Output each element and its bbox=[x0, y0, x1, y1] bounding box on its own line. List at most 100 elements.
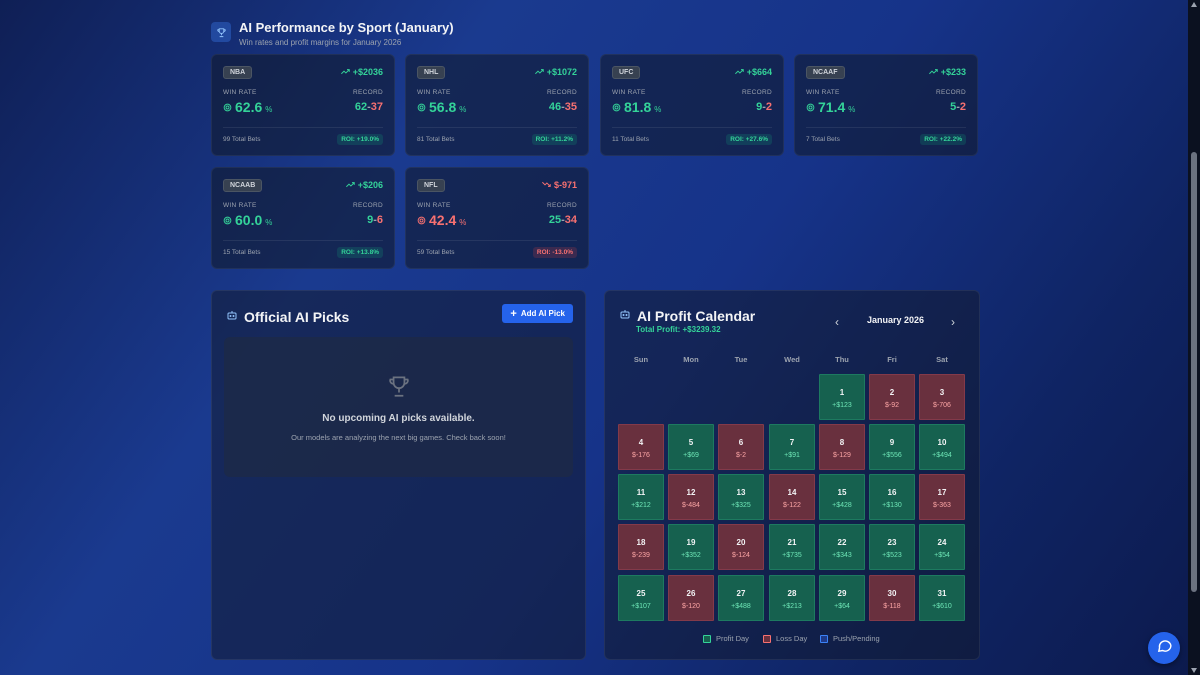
calendar-day[interactable]: 22 +$343 bbox=[819, 524, 865, 570]
calendar-day[interactable]: 8 $-129 bbox=[819, 424, 865, 470]
calendar-day[interactable]: 21 +$735 bbox=[769, 524, 815, 570]
roi-badge: ROI: +27.6% bbox=[726, 134, 772, 145]
day-profit: $-122 bbox=[783, 502, 801, 509]
day-number: 31 bbox=[937, 589, 947, 598]
calendar-day[interactable]: 29 +$64 bbox=[819, 575, 865, 621]
target-icon bbox=[417, 99, 426, 117]
calendar-day[interactable]: 9 +$556 bbox=[869, 424, 915, 470]
day-number: 14 bbox=[787, 488, 797, 497]
scroll-up-icon[interactable] bbox=[1191, 2, 1197, 7]
record-dash: - bbox=[762, 101, 766, 113]
day-profit: $-176 bbox=[632, 452, 650, 459]
record-wins: 46 bbox=[548, 101, 562, 113]
percent-sign: % bbox=[848, 105, 856, 114]
target-icon bbox=[223, 99, 232, 117]
day-number: 30 bbox=[887, 589, 897, 598]
sport-badge: NCAAB bbox=[223, 179, 263, 192]
calendar-day[interactable]: 5 +$69 bbox=[668, 424, 714, 470]
day-number: 28 bbox=[787, 589, 797, 598]
calendar-day[interactable]: 1 +$123 bbox=[819, 374, 865, 420]
roi-badge: ROI: +19.0% bbox=[337, 134, 383, 145]
plus-icon: + bbox=[510, 307, 517, 320]
record-label: RECORD bbox=[547, 89, 577, 96]
calendar-day[interactable]: 7 +$91 bbox=[769, 424, 815, 470]
calendar-day[interactable]: 14 $-122 bbox=[769, 474, 815, 520]
calendar-day[interactable]: 11 +$212 bbox=[618, 474, 664, 520]
sport-card-nba: NBA +$2036 WIN RATE RECORD 62.6% 62-37 99 Tota… bbox=[211, 54, 395, 156]
calendar-day[interactable]: 15 +$428 bbox=[819, 474, 865, 520]
day-profit: +$123 bbox=[832, 402, 852, 409]
scrollbar-thumb[interactable] bbox=[1191, 152, 1197, 592]
day-profit: +$325 bbox=[731, 502, 751, 509]
calendar-day[interactable]: 27 +$488 bbox=[718, 575, 764, 621]
add-ai-pick-label: Add AI Pick bbox=[520, 309, 565, 318]
calendar-day[interactable]: 28 +$213 bbox=[769, 575, 815, 621]
calendar-day[interactable]: 4 $-176 bbox=[618, 424, 664, 470]
sport-profit-value: +$233 bbox=[940, 67, 966, 77]
chat-button[interactable] bbox=[1148, 632, 1180, 664]
calendar-day[interactable]: 19 +$352 bbox=[668, 524, 714, 570]
calendar-day[interactable]: 3 $-706 bbox=[919, 374, 965, 420]
total-bets: 81 Total Bets bbox=[417, 136, 455, 143]
calendar-day[interactable]: 20 $-124 bbox=[718, 524, 764, 570]
day-number: 5 bbox=[688, 438, 694, 447]
calendar-day[interactable]: 30 $-118 bbox=[869, 575, 915, 621]
empty-trophy-icon bbox=[224, 373, 573, 404]
record-label: RECORD bbox=[742, 89, 772, 96]
prev-month-button[interactable]: ‹ bbox=[835, 315, 839, 329]
target-icon bbox=[806, 99, 815, 117]
calendar-day[interactable]: 2 $-92 bbox=[869, 374, 915, 420]
calendar-day[interactable]: 13 +$325 bbox=[718, 474, 764, 520]
calendar-day[interactable]: 31 +$610 bbox=[919, 575, 965, 621]
day-number: 13 bbox=[736, 488, 746, 497]
calendar-day[interactable]: 23 +$523 bbox=[869, 524, 915, 570]
legend-swatch bbox=[703, 634, 711, 643]
card-divider bbox=[223, 127, 383, 128]
day-profit: +$69 bbox=[683, 452, 699, 459]
win-rate: 62.6% bbox=[223, 99, 272, 117]
record-dash: - bbox=[561, 214, 565, 226]
performance-title: AI Performance by Sport (January) bbox=[239, 20, 454, 35]
calendar-total-profit: Total Profit: +$3239.32 bbox=[636, 325, 721, 334]
scroll-down-icon[interactable] bbox=[1191, 668, 1197, 673]
calendar-day[interactable]: 24 +$54 bbox=[919, 524, 965, 570]
robot-icon bbox=[226, 308, 238, 326]
legend-label: Profit Day bbox=[716, 634, 749, 643]
calendar-day[interactable]: 25 +$107 bbox=[618, 575, 664, 621]
record: 5-2 bbox=[950, 101, 966, 113]
calendar-title: AI Profit Calendar bbox=[637, 308, 756, 324]
day-profit: +$488 bbox=[731, 603, 751, 610]
weekday-sun: Sun bbox=[633, 355, 649, 364]
day-number: 6 bbox=[738, 438, 744, 447]
record-wins: 9 bbox=[367, 214, 374, 226]
record: 46-35 bbox=[549, 101, 577, 113]
total-bets: 11 Total Bets bbox=[612, 136, 649, 143]
page-scrollbar[interactable] bbox=[1188, 0, 1200, 675]
calendar-day[interactable]: 6 $-2 bbox=[718, 424, 764, 470]
percent-sign: % bbox=[459, 105, 467, 114]
card-divider bbox=[612, 127, 772, 128]
day-number: 26 bbox=[686, 589, 696, 598]
sport-card-ncaab: NCAAB +$206 WIN RATE RECORD 60.0% 9-6 15 Total… bbox=[211, 167, 395, 269]
calendar-month: January 2026 bbox=[867, 315, 925, 325]
day-number: 27 bbox=[736, 589, 746, 598]
sport-card-ncaaf: NCAAF +$233 WIN RATE RECORD 71.4% 5-2 7 Total … bbox=[794, 54, 978, 156]
next-month-button[interactable]: › bbox=[951, 315, 955, 329]
day-profit: $-706 bbox=[933, 402, 951, 409]
add-ai-pick-button[interactable]: + Add AI Pick bbox=[502, 304, 573, 323]
calendar-day[interactable]: 26 $-120 bbox=[668, 575, 714, 621]
win-rate-value: 56.8 bbox=[429, 99, 457, 115]
sport-profit: +$664 bbox=[734, 67, 772, 77]
calendar-day[interactable]: 18 $-239 bbox=[618, 524, 664, 570]
day-number: 4 bbox=[638, 438, 644, 447]
trend-up-icon bbox=[534, 67, 544, 77]
record-label: RECORD bbox=[353, 202, 383, 209]
calendar-day[interactable]: 17 $-363 bbox=[919, 474, 965, 520]
sport-badge: NFL bbox=[417, 179, 445, 192]
calendar-day[interactable]: 12 $-484 bbox=[668, 474, 714, 520]
record-losses: 2 bbox=[959, 101, 966, 113]
calendar-day[interactable]: 16 +$130 bbox=[869, 474, 915, 520]
day-number: 10 bbox=[937, 438, 947, 447]
record: 25-34 bbox=[549, 214, 577, 226]
calendar-day[interactable]: 10 +$494 bbox=[919, 424, 965, 470]
